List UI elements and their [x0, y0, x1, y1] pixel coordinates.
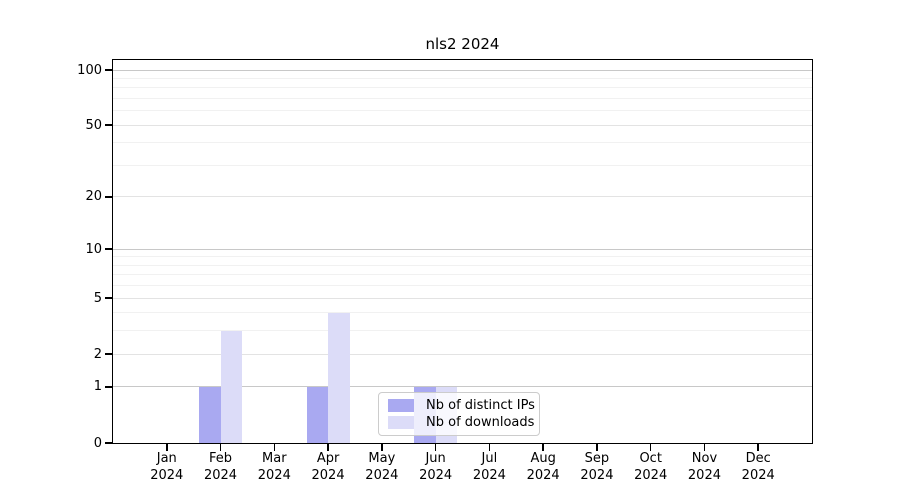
gridline-y-2	[113, 353, 812, 355]
x-tick-label-line: May	[368, 451, 396, 466]
legend: Nb of distinct IPs Nb of downloads	[378, 392, 540, 436]
legend-item-downloads: Nb of downloads	[388, 415, 534, 430]
y-tick-2	[105, 353, 112, 355]
x-tick-label-1: Feb 2024	[191, 451, 251, 484]
x-tick-8	[596, 444, 598, 451]
gridline-y-70	[113, 97, 812, 99]
plot-frame	[112, 59, 813, 444]
x-tick-label-line: Mar	[262, 451, 287, 466]
y-tick-20	[105, 196, 112, 198]
x-tick-label-11: Dec 2024	[728, 451, 788, 484]
x-tick-label-line: 2024	[150, 467, 184, 483]
bar-distinct-ips-feb	[199, 386, 221, 443]
gridline-y-90	[113, 77, 812, 79]
x-tick-label-2: Mar 2024	[244, 451, 304, 484]
legend-swatch-downloads	[388, 416, 414, 429]
x-tick-label-5: Jun 2024	[406, 451, 466, 484]
x-tick-label-line: 2024	[580, 467, 614, 483]
y-tick-label-100: 100	[77, 62, 102, 78]
bar-downloads-feb	[220, 330, 243, 443]
x-tick-label-9: Oct 2024	[621, 451, 681, 484]
x-tick-label-line: Nov	[691, 451, 718, 466]
chart-title: nls2 2024	[425, 35, 500, 53]
x-tick-label-line: Aug	[530, 451, 556, 466]
gridline-y-5	[113, 297, 812, 299]
x-tick-label-line: 2024	[741, 467, 775, 483]
x-tick-label-line: 2024	[419, 467, 453, 483]
x-tick-label-line: Sep	[584, 451, 610, 466]
x-tick-label-line: Feb	[209, 451, 233, 466]
legend-item-distinct-ips: Nb of distinct IPs	[388, 398, 535, 413]
x-tick-label-line: 2024	[472, 467, 506, 483]
y-tick-10	[105, 248, 112, 250]
x-tick-label-line: 2024	[257, 467, 291, 483]
x-tick-label-10: Nov 2024	[674, 451, 734, 484]
gridline-y-7	[113, 274, 812, 276]
gridline-y-20	[113, 196, 812, 198]
x-tick-9	[649, 444, 652, 451]
y-tick-50	[105, 124, 112, 126]
y-tick-1	[105, 386, 112, 388]
gridline-y-60	[113, 110, 812, 112]
x-tick-label-4: May 2024	[352, 451, 412, 484]
gridline-y-1	[113, 386, 812, 388]
y-tick-0	[105, 442, 112, 444]
gridline-y-30	[113, 164, 812, 166]
x-tick-10	[703, 444, 706, 451]
gridline-y-3	[113, 330, 812, 332]
x-tick-label-8: Sep 2024	[567, 451, 627, 484]
x-tick-label-line: Jun	[425, 451, 446, 466]
x-tick-0	[166, 444, 168, 451]
x-tick-label-line: Oct	[639, 451, 662, 466]
y-tick-label-20: 20	[85, 189, 102, 205]
x-tick-label-line: 2024	[311, 467, 345, 483]
x-tick-label-6: Jul 2024	[459, 451, 519, 484]
x-tick-label-line: 2024	[203, 467, 238, 483]
x-tick-label-line: 2024	[365, 467, 399, 483]
gridline-y-6	[113, 285, 812, 287]
x-tick-1	[219, 444, 222, 451]
x-tick-label-line: 2024	[526, 467, 560, 483]
legend-swatch-distinct-ips	[388, 399, 414, 412]
x-tick-label-line: Dec	[745, 451, 771, 466]
plot-area	[113, 60, 812, 443]
gridline-y-50	[113, 124, 812, 126]
y-tick-label-2: 2	[93, 346, 102, 362]
bar-downloads-apr	[328, 312, 350, 443]
y-tick-label-5: 5	[93, 290, 102, 306]
x-tick-label-7: Aug 2024	[513, 451, 573, 484]
x-tick-label-0: Jan 2024	[137, 451, 197, 484]
x-tick-3	[327, 444, 329, 451]
y-tick-label-0: 0	[93, 435, 102, 451]
x-tick-label-3: Apr 2024	[298, 451, 358, 484]
legend-label-downloads: Nb of downloads	[426, 415, 535, 430]
y-tick-label-10: 10	[85, 241, 102, 257]
gridline-y-4	[113, 312, 812, 314]
x-tick-4	[381, 444, 383, 451]
gridline-y-80	[113, 87, 812, 89]
x-tick-label-line: Jul	[481, 451, 498, 466]
gridline-y-10	[113, 248, 812, 250]
bar-distinct-ips-apr	[306, 386, 329, 443]
gridline-y-9	[113, 256, 812, 258]
gridline-y-40	[113, 142, 812, 144]
x-tick-label-line: 2024	[687, 467, 721, 483]
y-tick-label-50: 50	[85, 117, 102, 133]
x-tick-label-line: Apr	[316, 451, 340, 466]
x-tick-label-line: 2024	[634, 467, 668, 483]
legend-label-distinct-ips: Nb of distinct IPs	[426, 398, 535, 413]
x-tick-2	[273, 444, 276, 451]
gridline-y-8	[113, 264, 812, 266]
x-tick-7	[542, 444, 544, 451]
x-tick-6	[488, 444, 491, 451]
x-tick-label-line: Jan	[156, 451, 177, 466]
y-tick-5	[105, 297, 112, 299]
x-tick-11	[757, 444, 759, 451]
gridline-y-100	[113, 69, 812, 71]
y-tick-100	[105, 69, 112, 71]
y-tick-label-1: 1	[93, 379, 102, 395]
x-tick-5	[434, 444, 437, 451]
